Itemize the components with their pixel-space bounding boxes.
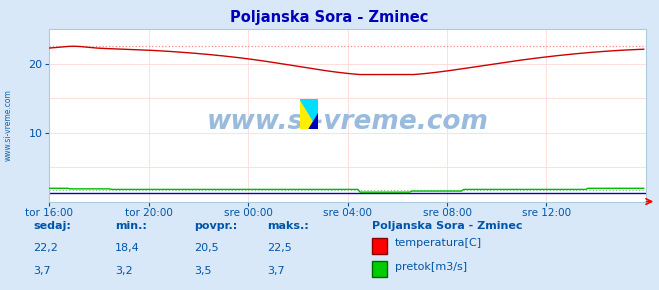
Polygon shape bbox=[300, 99, 318, 129]
Text: Poljanska Sora - Zminec: Poljanska Sora - Zminec bbox=[372, 221, 523, 231]
Text: maks.:: maks.: bbox=[267, 221, 308, 231]
Text: 3,2: 3,2 bbox=[115, 266, 133, 276]
Text: 22,5: 22,5 bbox=[267, 243, 292, 253]
Polygon shape bbox=[300, 99, 318, 129]
Text: 3,7: 3,7 bbox=[33, 266, 51, 276]
Text: povpr.:: povpr.: bbox=[194, 221, 238, 231]
Text: www.si-vreme.com: www.si-vreme.com bbox=[4, 89, 13, 161]
Text: sedaj:: sedaj: bbox=[33, 221, 71, 231]
Text: 22,2: 22,2 bbox=[33, 243, 58, 253]
Text: www.si-vreme.com: www.si-vreme.com bbox=[207, 109, 488, 135]
Text: 3,5: 3,5 bbox=[194, 266, 212, 276]
Polygon shape bbox=[309, 114, 318, 129]
Text: min.:: min.: bbox=[115, 221, 147, 231]
Text: 18,4: 18,4 bbox=[115, 243, 140, 253]
Text: pretok[m3/s]: pretok[m3/s] bbox=[395, 262, 467, 272]
Text: temperatura[C]: temperatura[C] bbox=[395, 238, 482, 249]
Text: Poljanska Sora - Zminec: Poljanska Sora - Zminec bbox=[230, 10, 429, 25]
Text: 3,7: 3,7 bbox=[267, 266, 285, 276]
Text: 20,5: 20,5 bbox=[194, 243, 219, 253]
